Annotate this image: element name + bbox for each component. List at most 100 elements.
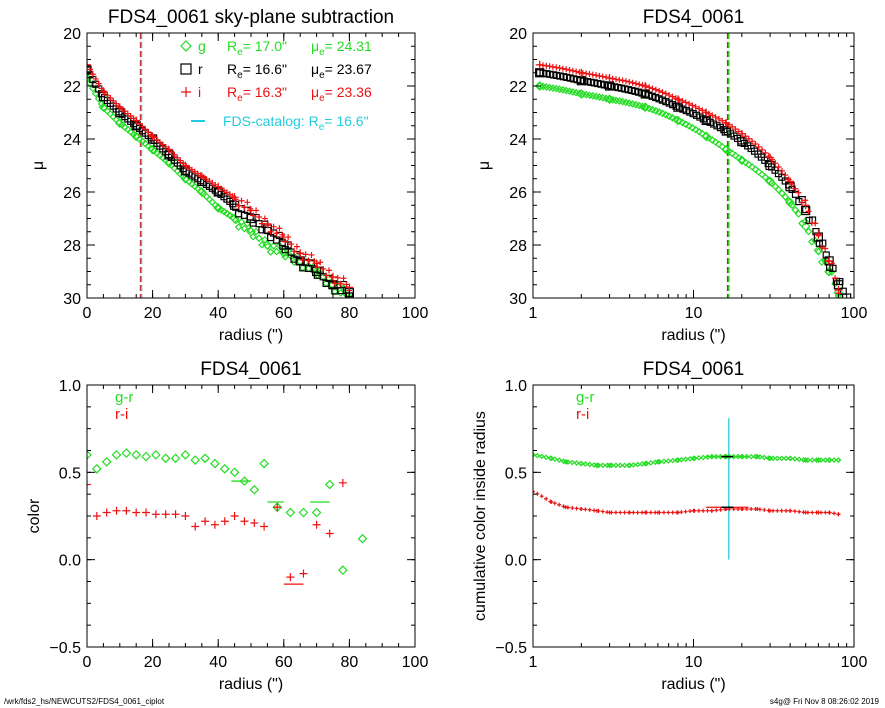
data-point: [122, 506, 131, 515]
legend-re-sub: e: [237, 70, 243, 81]
data-point: [110, 97, 117, 104]
legend-mu: μe= 23.36: [311, 84, 372, 104]
data-point: [305, 257, 312, 264]
legend-re-symbol: R: [227, 38, 237, 54]
data-point: [548, 455, 555, 462]
data-point: [197, 172, 206, 181]
data-point: [743, 453, 750, 460]
legend-band: g: [198, 38, 206, 54]
data-point: [728, 149, 737, 158]
series-g-r: [533, 452, 842, 469]
data-point: [312, 520, 321, 529]
data-point: [731, 151, 740, 160]
data-point: [779, 167, 786, 174]
legend-mu-sub: e: [319, 47, 325, 58]
data-point: [775, 163, 782, 170]
data-point: [196, 187, 207, 197]
data-point: [549, 500, 554, 505]
data-point: [702, 108, 711, 117]
data-point: [813, 245, 824, 256]
data-point: [279, 233, 288, 242]
legend-re-value: = 16.3": [243, 84, 287, 100]
chart-panel-3: FDS4_0061 0 20 40 60 80 100 −0.5 0.0 0.5 1.0 radius…: [26, 359, 428, 693]
data-point: [816, 510, 821, 515]
data-point: [708, 136, 717, 144]
data-point: [98, 102, 109, 113]
x-axis-label: radius ("): [661, 676, 725, 693]
data-point: [640, 102, 651, 113]
y-tick-label: 1.0: [59, 378, 81, 395]
data-point: [646, 84, 653, 91]
data-point: [823, 510, 828, 515]
data-point: [661, 458, 667, 465]
data-point: [296, 248, 305, 257]
data-point: [87, 450, 92, 460]
y-tick-label: 30: [63, 291, 81, 308]
data-point: [668, 113, 677, 122]
data-point: [241, 204, 248, 211]
x-tick-label: 60: [275, 654, 293, 671]
y-tick-label: 24: [509, 132, 527, 149]
data-point: [801, 201, 810, 210]
data-point: [666, 92, 673, 99]
data-point: [822, 245, 829, 252]
legend-mu-value: = 23.67: [325, 61, 372, 77]
y-tick-label: 0.5: [505, 465, 527, 482]
legend-re: Re= 17.0": [227, 38, 287, 58]
data-point: [262, 240, 273, 250]
data-point: [237, 218, 246, 226]
data-point: [721, 144, 732, 155]
data-point: [788, 201, 796, 209]
footer-timestamp: s4g@ Fri Nov 8 08:26:02 2019: [769, 697, 879, 706]
legend-catalog-sub: e: [319, 122, 325, 133]
data-point: [748, 453, 755, 460]
data-point: [621, 462, 628, 469]
data-point: [631, 510, 636, 515]
data-point: [765, 455, 772, 461]
data-point: [836, 512, 841, 517]
x-tick-label: 20: [144, 305, 162, 322]
data-point: [92, 512, 101, 520]
data-point: [755, 507, 760, 512]
data-point: [613, 462, 619, 469]
data-point: [249, 484, 260, 495]
data-point: [112, 506, 121, 515]
data-point: [634, 461, 641, 468]
series-r-i: [87, 478, 347, 582]
data-point: [632, 80, 639, 87]
data-point: [835, 457, 842, 463]
data-point: [573, 68, 580, 75]
legend-mu-sub: e: [319, 70, 325, 81]
data-point: [230, 193, 239, 202]
data-point: [579, 507, 584, 512]
data-point: [272, 502, 283, 513]
y-tick-label: −0.5: [495, 640, 527, 657]
data-point: [705, 508, 710, 513]
data-point: [649, 85, 656, 92]
data-point: [822, 457, 829, 463]
data-point: [691, 125, 700, 134]
data-point: [735, 453, 741, 460]
data-point: [102, 508, 111, 517]
data-point: [736, 155, 747, 166]
data-point: [792, 509, 797, 514]
data-point: [151, 510, 160, 519]
data-point: [200, 453, 210, 464]
data-point: [329, 272, 337, 281]
legend-re-sub: e: [237, 47, 243, 58]
data-point: [599, 462, 606, 469]
plot-area: [534, 33, 852, 298]
data-point: [758, 170, 766, 179]
data-point: [171, 151, 178, 158]
x-axis-label: radius ("): [219, 676, 283, 693]
x-tick-label: 80: [341, 305, 359, 322]
data-point: [708, 453, 715, 460]
data-point: [337, 280, 344, 287]
data-point: [792, 185, 799, 192]
data-point: [323, 272, 330, 279]
data-point: [266, 248, 275, 256]
data-point: [616, 76, 623, 83]
data-point: [131, 131, 142, 142]
data-point: [594, 462, 600, 469]
data-point: [115, 103, 124, 112]
